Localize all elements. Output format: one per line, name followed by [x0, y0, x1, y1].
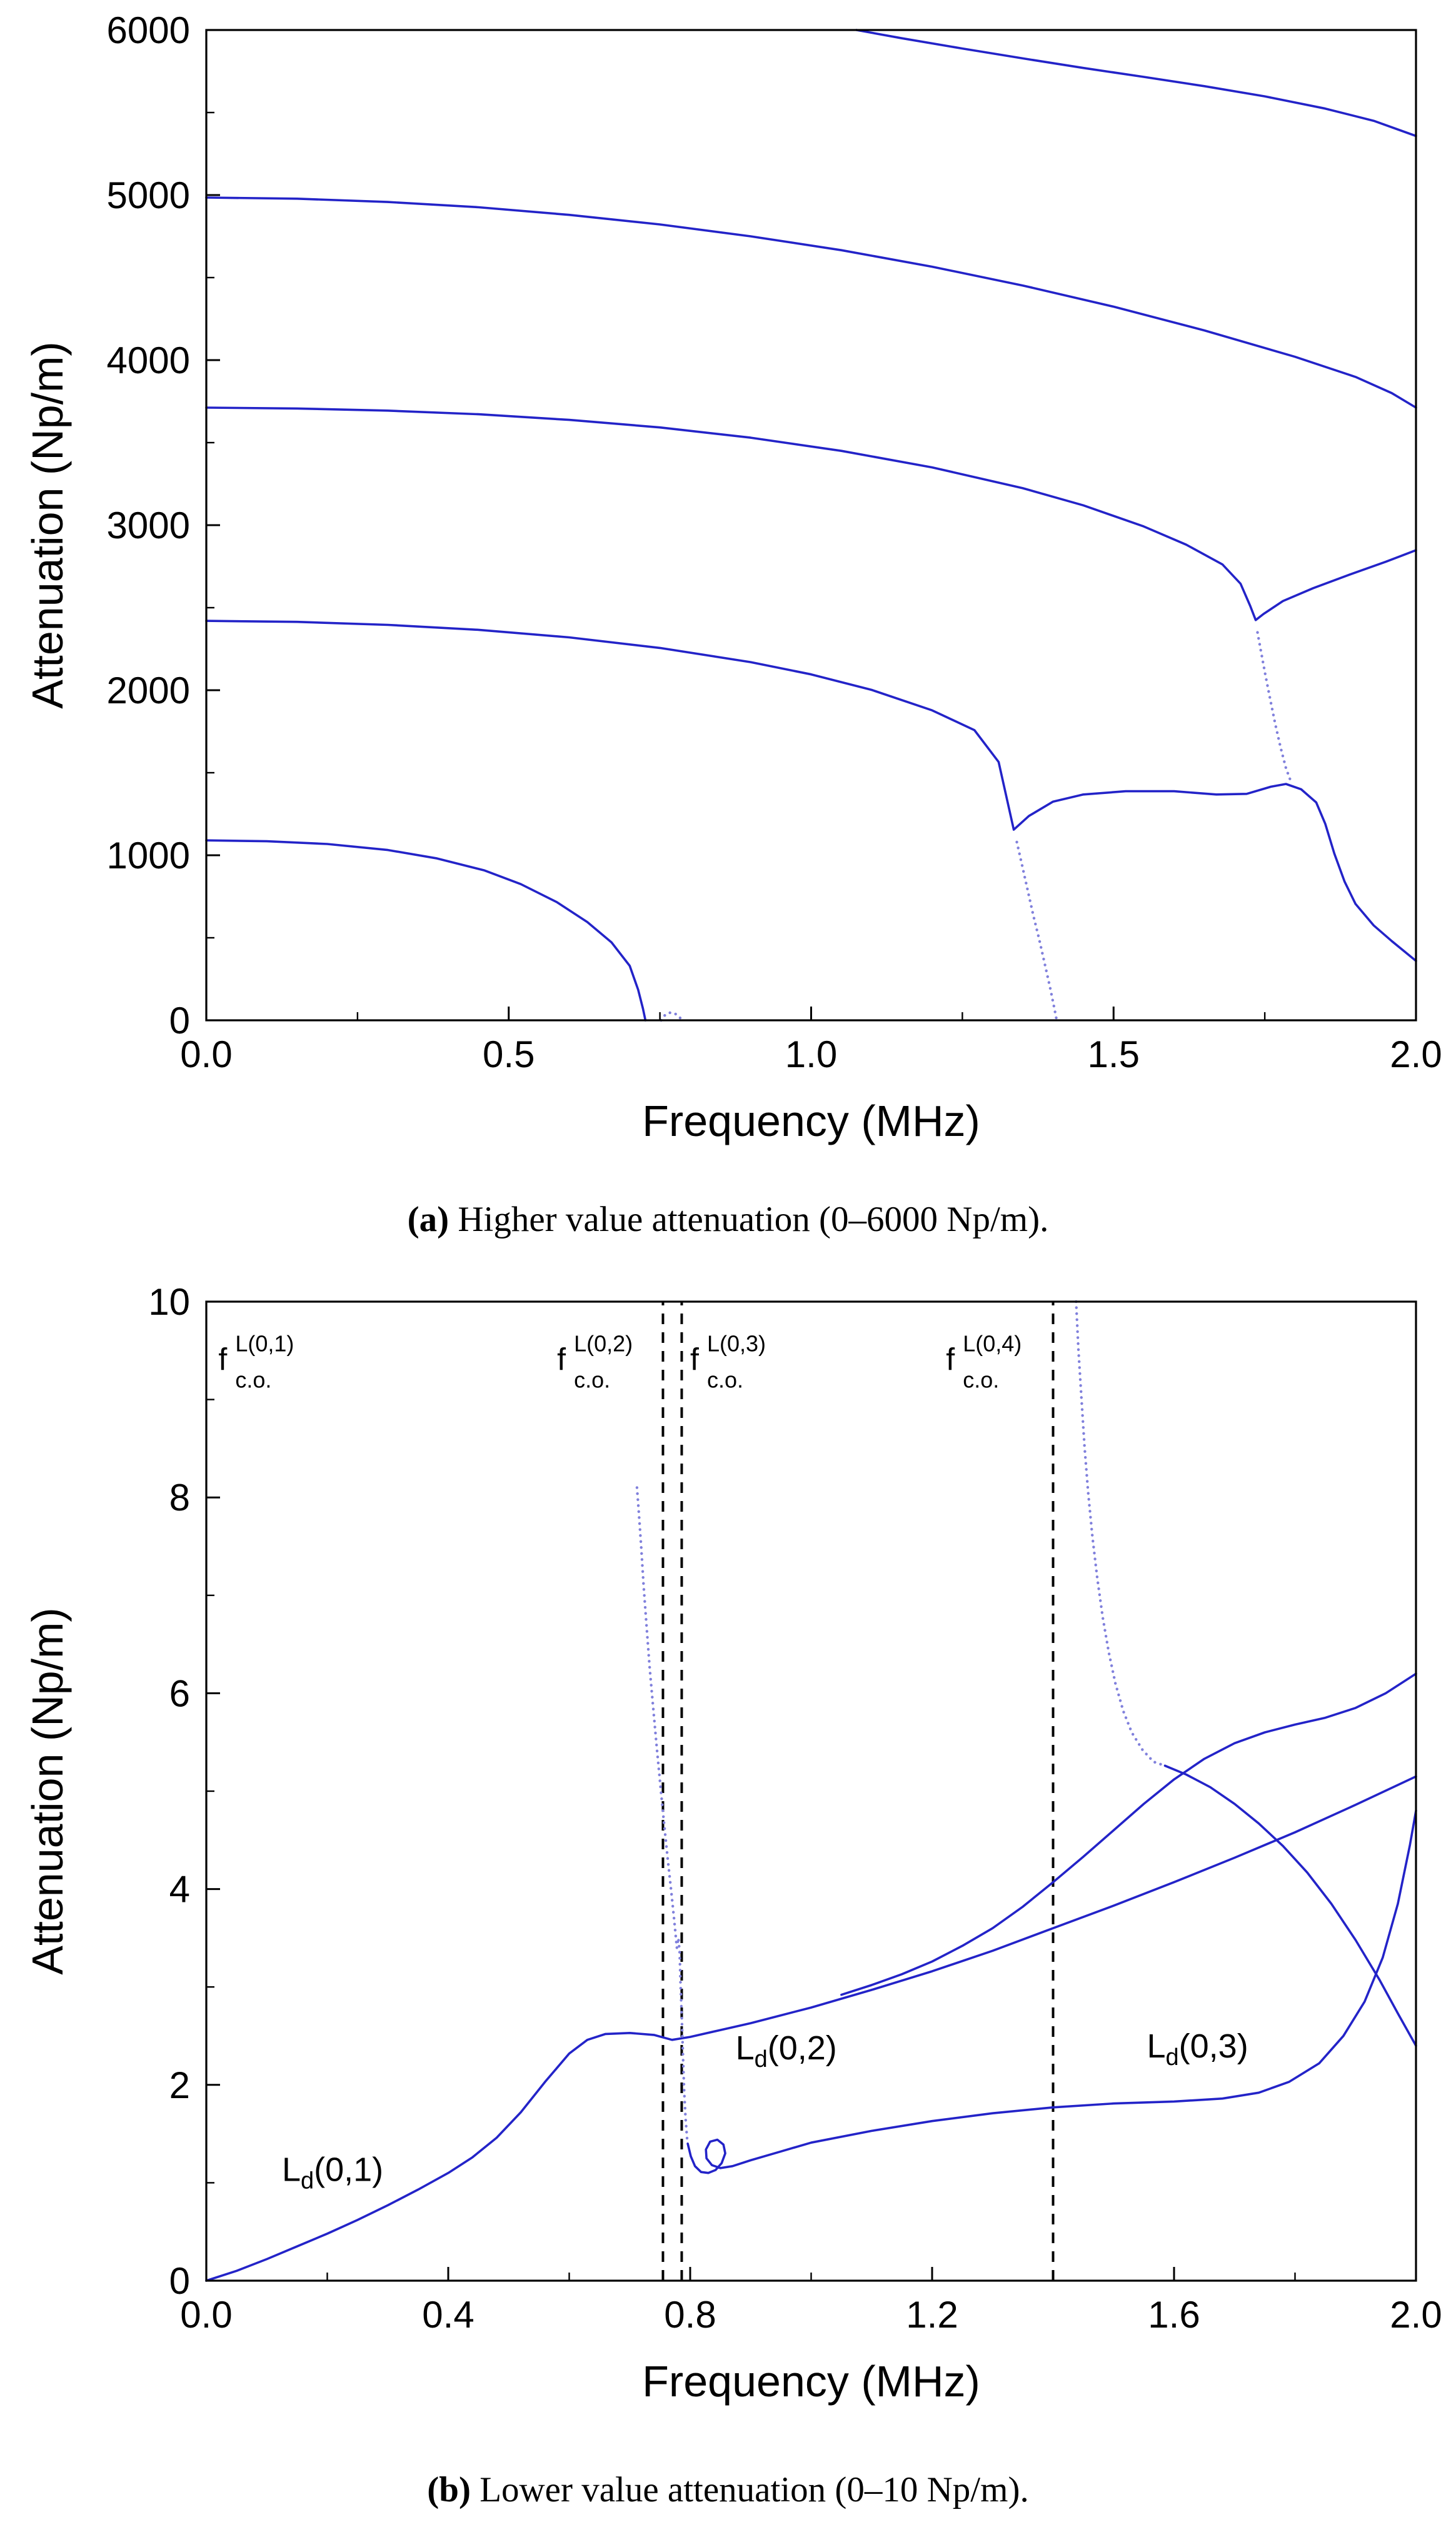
y-tick-label: 8 [169, 1477, 190, 1519]
y-axis-title: Attenuation (Np/m) [23, 341, 72, 708]
mode-label: Ld(0,2) [736, 2029, 837, 2072]
y-axis-title: Attenuation (Np/m) [23, 1607, 72, 1974]
y-tick-label: 3000 [107, 505, 190, 546]
x-tick-label: 1.0 [785, 1033, 837, 1075]
plot-frame [205, 29, 1417, 1022]
cutoff-label-symbol: f [946, 1342, 955, 1377]
x-axis-title: Frequency (MHz) [642, 2357, 980, 2406]
series-branch-4 [205, 196, 1417, 409]
y-tick-label: 10 [148, 1281, 190, 1323]
series-L02-cutoff-spike [635, 1486, 689, 2141]
cutoff-label-symbol: f [557, 1342, 566, 1377]
x-tick-label: 1.6 [1148, 2294, 1200, 2336]
series-branch-5 [855, 29, 1417, 138]
series-branch-2 [205, 620, 1417, 962]
caption-b-letter: b [439, 2470, 459, 2509]
series-descending-branch [1163, 1764, 1417, 2047]
caption-a: (a) Higher value attenuation (0–6000 Np/… [0, 1199, 1456, 1240]
caption-b: (b) Lower value attenuation (0–10 Np/m). [0, 2469, 1456, 2510]
series-Ld03-branch [686, 1809, 1417, 2174]
y-tick-label: 5000 [107, 174, 190, 216]
x-tick-label: 0.5 [483, 1033, 535, 1075]
chart-a-attenuation-high: 0.0 0.5 1.0 1.5 2.0 0 1000 2000 3000 4000 5000 6000… [23, 9, 1442, 1145]
cutoff-label-superscript: L(0,4) [963, 1331, 1022, 1357]
x-tick-label: 0.0 [180, 1033, 232, 1075]
series-branch-3-mode-swap-drop [1256, 631, 1292, 783]
y-tick-label: 0 [169, 2260, 190, 2302]
cutoff-label-subscript: c.o. [963, 1367, 999, 1393]
mode-label: Ld(0,1) [282, 2151, 383, 2194]
series-branch-2-mode-swap-drop [1015, 840, 1058, 1022]
caption-b-open: ( [427, 2470, 439, 2509]
cutoff-frequency-label: f L(0,2) c.o. [557, 1331, 633, 1393]
y-tick-label: 2000 [107, 670, 190, 711]
series-branch-1-cutoff-blip [660, 1011, 684, 1022]
plot-frame [205, 1300, 1417, 2282]
series-Ld01-Ld02-branch [205, 1775, 1417, 2282]
x-axis-title: Frequency (MHz) [642, 1097, 980, 1145]
series-branch-1 [205, 839, 647, 1022]
caption-a-letter: a [419, 1200, 438, 1239]
cutoff-label-subscript: c.o. [574, 1367, 610, 1393]
series-branch-3 [205, 406, 1417, 621]
cutoff-label-subscript: c.o. [707, 1367, 743, 1393]
y-tick-label: 4 [169, 1869, 190, 1911]
x-tick-label: 1.2 [906, 2294, 958, 2336]
caption-a-text: Higher value attenuation (0–6000 Np/m). [449, 1200, 1049, 1239]
x-tick-label: 2.0 [1390, 1033, 1442, 1075]
x-tick-label: 0.8 [664, 2294, 716, 2336]
cutoff-frequency-label: f L(0,4) c.o. [946, 1331, 1022, 1393]
y-tick-label: 0 [169, 1000, 190, 1042]
cutoff-label-superscript: L(0,3) [707, 1331, 766, 1357]
y-tick-label: 1000 [107, 835, 190, 877]
caption-a-open: ( [407, 1200, 419, 1239]
cutoff-label-symbol: f [218, 1342, 227, 1377]
caption-b-close: ) [458, 2470, 471, 2509]
x-tick-label: 0.4 [422, 2294, 474, 2336]
cutoff-label-superscript: L(0,1) [235, 1331, 294, 1357]
x-tick-label: 1.5 [1088, 1033, 1140, 1075]
chart-b-attenuation-low: 0.0 0.4 0.8 1.2 1.6 2.0 0 2 4 6 8 10 Frequency (MHz)… [23, 1281, 1442, 2406]
cutoff-frequency-label: f L(0,3) c.o. [690, 1331, 766, 1393]
y-tick-label: 4000 [107, 339, 190, 381]
cutoff-label-subscript: c.o. [235, 1367, 271, 1393]
y-tick-label: 6000 [107, 9, 190, 51]
y-tick-label: 2 [169, 2064, 190, 2106]
series-upper-rising-branch [840, 1672, 1417, 1996]
mode-label: Ld(0,3) [1147, 2027, 1248, 2071]
x-tick-label: 0.0 [180, 2294, 232, 2336]
cutoff-frequency-label: f L(0,1) c.o. [218, 1331, 294, 1393]
caption-a-close: ) [437, 1200, 449, 1239]
caption-b-text: Lower value attenuation (0–10 Np/m). [470, 2470, 1029, 2509]
x-tick-label: 2.0 [1390, 2294, 1442, 2336]
series-L04-cutoff-descent [1075, 1300, 1167, 1767]
y-tick-label: 6 [169, 1672, 190, 1714]
cutoff-label-superscript: L(0,2) [574, 1331, 633, 1357]
cutoff-label-symbol: f [690, 1342, 699, 1377]
